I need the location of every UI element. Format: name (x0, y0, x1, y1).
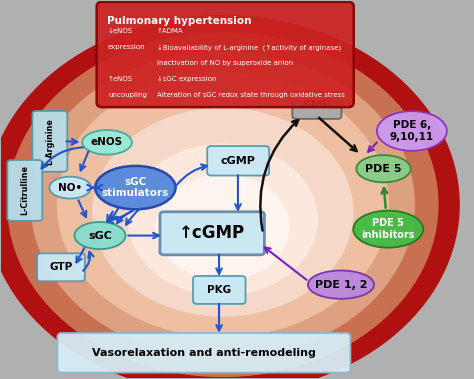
FancyBboxPatch shape (32, 111, 67, 172)
Text: expression: expression (108, 44, 146, 50)
Text: GTP: GTP (49, 262, 73, 272)
Ellipse shape (377, 111, 447, 151)
Circle shape (93, 108, 353, 316)
FancyBboxPatch shape (160, 212, 264, 255)
Text: ↓sGC expression: ↓sGC expression (156, 76, 216, 82)
Text: L-Arginine: L-Arginine (46, 118, 55, 165)
Text: NO•: NO• (58, 183, 82, 193)
Circle shape (57, 72, 388, 337)
FancyBboxPatch shape (7, 160, 42, 221)
Circle shape (156, 174, 289, 280)
Ellipse shape (82, 130, 132, 155)
Text: PDE 5
inhibitors: PDE 5 inhibitors (362, 218, 415, 240)
Text: PDE 5: PDE 5 (365, 164, 402, 174)
Circle shape (31, 52, 414, 357)
Text: Alteration of sGC redox state through oxidative stress: Alteration of sGC redox state through ox… (156, 92, 345, 98)
Ellipse shape (49, 177, 91, 199)
Text: ↑eNOS: ↑eNOS (108, 76, 133, 82)
Text: PDE 1, 2: PDE 1, 2 (315, 280, 367, 290)
Text: ↑cGMP: ↑cGMP (179, 224, 245, 242)
Text: sGC: sGC (88, 230, 112, 241)
Text: cGMP: cGMP (221, 156, 255, 166)
Text: GMP: GMP (303, 100, 331, 111)
Text: uncoupling: uncoupling (108, 92, 147, 98)
Text: Inactivation of NO by superoxide anion: Inactivation of NO by superoxide anion (156, 60, 293, 66)
Ellipse shape (74, 222, 126, 249)
Text: Pulmonary hypertension: Pulmonary hypertension (107, 16, 252, 26)
FancyBboxPatch shape (57, 333, 350, 373)
Text: eNOS: eNOS (91, 137, 123, 147)
FancyBboxPatch shape (97, 2, 354, 107)
Text: L-Citrulline: L-Citrulline (20, 166, 29, 215)
Circle shape (128, 144, 318, 295)
FancyBboxPatch shape (207, 146, 269, 175)
Circle shape (8, 33, 438, 376)
Text: PDE 6,
9,10,11: PDE 6, 9,10,11 (390, 120, 434, 142)
Ellipse shape (356, 155, 410, 182)
Text: ↑ADMA: ↑ADMA (156, 28, 183, 34)
Ellipse shape (353, 211, 423, 247)
Circle shape (0, 16, 459, 379)
Ellipse shape (95, 166, 175, 209)
FancyBboxPatch shape (193, 276, 246, 304)
FancyBboxPatch shape (292, 92, 341, 119)
Text: sGC
stimulators: sGC stimulators (102, 177, 169, 199)
Text: ↓Bioavailability of L-arginine  (↑activity of arginase): ↓Bioavailability of L-arginine (↑activit… (156, 44, 341, 51)
Text: ↓eNOS: ↓eNOS (108, 28, 133, 34)
Text: PKG: PKG (207, 285, 231, 295)
Ellipse shape (308, 271, 374, 299)
FancyBboxPatch shape (37, 253, 85, 281)
Text: Vasorelaxation and anti-remodeling: Vasorelaxation and anti-remodeling (92, 348, 316, 358)
